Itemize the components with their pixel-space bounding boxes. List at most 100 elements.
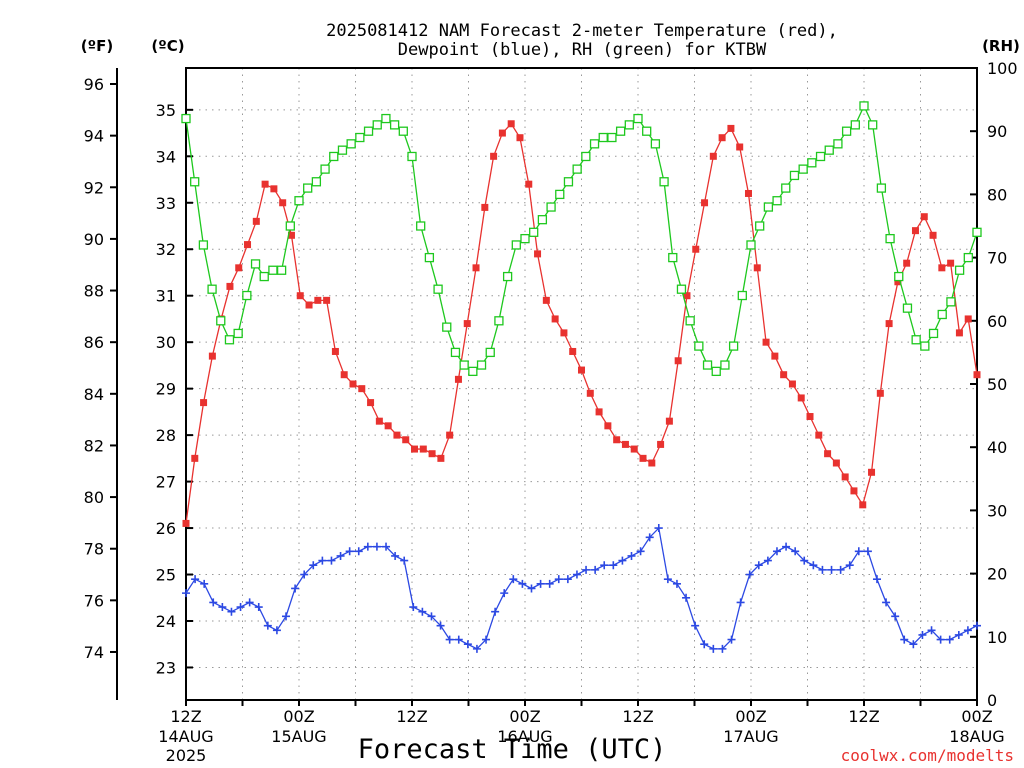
x-tick-day: 14AUG bbox=[158, 727, 213, 746]
dewpoint-point bbox=[209, 598, 218, 607]
dewpoint-point bbox=[963, 626, 972, 635]
temperature-point bbox=[911, 227, 919, 235]
tick-label-f: 76 bbox=[84, 591, 104, 610]
dewpoint-point bbox=[763, 556, 772, 565]
rh-point bbox=[946, 297, 956, 307]
rh-point bbox=[815, 151, 826, 162]
temperature-point bbox=[252, 217, 260, 225]
temperature-point bbox=[973, 371, 981, 379]
temperature-point bbox=[270, 185, 278, 193]
dewpoint-point bbox=[645, 533, 654, 542]
rh-point bbox=[476, 360, 487, 370]
rh-point bbox=[841, 126, 852, 136]
credit-link[interactable]: coolwx.com/modelts bbox=[841, 746, 1014, 765]
rh-point bbox=[511, 240, 521, 250]
temperature-point bbox=[657, 440, 665, 448]
dewpoint-point bbox=[318, 556, 327, 565]
rh-point bbox=[372, 120, 382, 130]
rh-point bbox=[259, 271, 269, 282]
x-tick-hour: 00Z bbox=[509, 707, 540, 726]
rh-point bbox=[224, 335, 235, 345]
tick-label-c: 27 bbox=[156, 473, 176, 492]
tick-label-f: 80 bbox=[84, 488, 104, 507]
rh-point bbox=[563, 177, 574, 187]
x-tick-hour: 12Z bbox=[396, 707, 427, 726]
temperature-point bbox=[314, 296, 322, 304]
tick-label-rh: 100 bbox=[987, 59, 1018, 78]
rh-point bbox=[894, 271, 904, 282]
temperature-point bbox=[279, 199, 287, 207]
dewpoint-point bbox=[700, 640, 709, 649]
axes bbox=[110, 67, 978, 706]
rh-point bbox=[798, 164, 808, 174]
tick-label-rh: 50 bbox=[987, 375, 1007, 394]
rh-point bbox=[650, 139, 661, 149]
dewpoint-point bbox=[282, 612, 291, 621]
dewpoint-point bbox=[263, 621, 272, 630]
dewpoint-point bbox=[745, 570, 754, 579]
tick-labels: 74 76 78 80 82 84 86 88 90 92 94 96 23 24 25 26 27 28 29 30… bbox=[84, 59, 1018, 710]
temperature-point bbox=[296, 292, 304, 300]
dewpoint-point bbox=[918, 630, 927, 639]
rh-point bbox=[963, 252, 973, 263]
temperature-point bbox=[780, 371, 788, 379]
rh-point bbox=[624, 120, 634, 130]
rh-point bbox=[711, 366, 721, 377]
temperature-point bbox=[525, 180, 533, 188]
temperature-point bbox=[182, 519, 190, 527]
dewpoint-point bbox=[309, 561, 318, 570]
rh-point bbox=[642, 126, 652, 136]
rh-point bbox=[381, 113, 391, 124]
tick-label-f: 92 bbox=[84, 178, 104, 197]
dewpoint-point bbox=[536, 579, 545, 588]
rh-point bbox=[363, 126, 374, 136]
temperature-point bbox=[744, 189, 752, 197]
temperature-point bbox=[903, 259, 911, 267]
temperature-point bbox=[727, 124, 735, 132]
dewpoint-point bbox=[772, 547, 781, 556]
rh-point bbox=[728, 341, 739, 351]
dewpoint-point bbox=[382, 542, 391, 551]
dewpoint-point bbox=[454, 635, 463, 644]
dewpoint-point bbox=[236, 603, 245, 612]
dewpoint-point bbox=[572, 570, 581, 579]
tick-label-f: 94 bbox=[84, 127, 104, 146]
rh-point bbox=[276, 265, 287, 275]
dewpoint-point bbox=[418, 607, 427, 616]
temperature-point bbox=[938, 264, 946, 272]
temperature-point bbox=[428, 450, 436, 458]
rh-point bbox=[685, 316, 695, 326]
tick-label-f: 96 bbox=[84, 75, 104, 94]
dewpoint-point bbox=[891, 612, 900, 621]
temperature-point bbox=[859, 501, 867, 509]
rh-unit-label: (RH) bbox=[982, 37, 1020, 55]
dewpoint-point bbox=[872, 575, 881, 584]
dewpoint-point bbox=[227, 607, 236, 616]
temperature-point bbox=[402, 436, 410, 444]
tick-label-rh: 70 bbox=[987, 249, 1007, 268]
rh-point bbox=[702, 360, 713, 370]
temperature-point bbox=[419, 445, 427, 453]
rh-point bbox=[972, 227, 982, 237]
dewpoint-point bbox=[600, 561, 609, 570]
temperature-point bbox=[788, 380, 796, 388]
chart-title-line-1: 2025081412 NAM Forecast 2-meter Temperat… bbox=[326, 21, 838, 41]
dewpoint-point bbox=[827, 565, 836, 574]
tick-label-c: 32 bbox=[156, 240, 176, 259]
temperature-point bbox=[534, 250, 542, 258]
temperature-point bbox=[560, 329, 568, 337]
rh-point bbox=[494, 316, 504, 326]
temperature-point bbox=[868, 468, 876, 476]
temperature-point bbox=[806, 413, 814, 421]
tick-label-f: 78 bbox=[84, 540, 104, 559]
rh-point bbox=[424, 252, 435, 263]
temperature-point bbox=[235, 264, 243, 272]
rh-point bbox=[920, 341, 930, 351]
rh-point bbox=[303, 183, 313, 193]
temperature-point bbox=[191, 454, 199, 462]
rh-point bbox=[859, 101, 869, 111]
tick-label-f: 84 bbox=[84, 385, 104, 404]
tick-label-f: 74 bbox=[84, 643, 104, 662]
temperature-point bbox=[621, 440, 629, 448]
temperature-point bbox=[200, 399, 208, 407]
